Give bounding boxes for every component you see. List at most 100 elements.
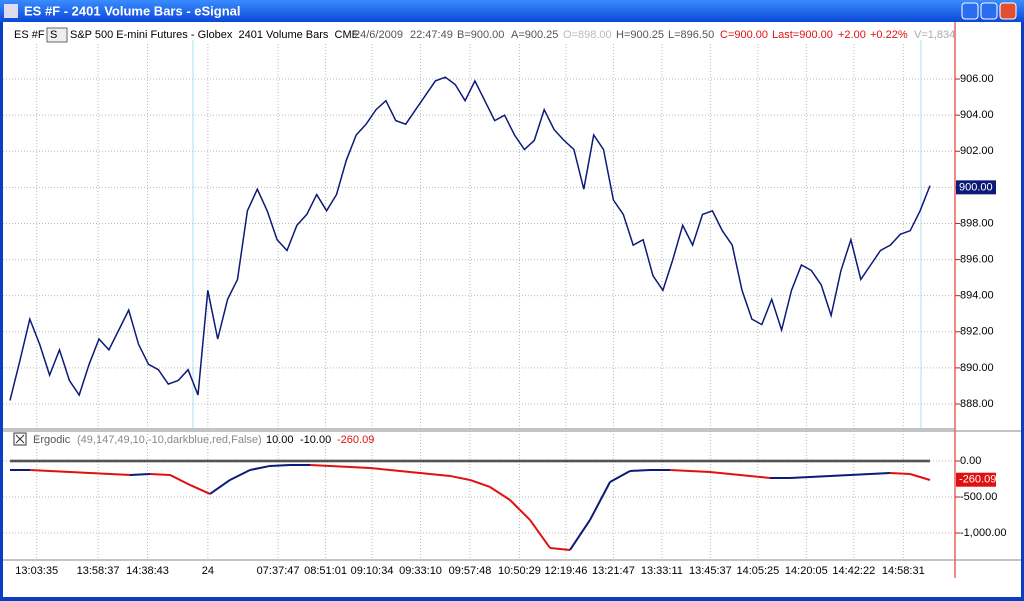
y-tick-label: -1,000.00 [960, 527, 1006, 539]
ergodic-segment [549, 546, 571, 551]
x-tick-label: 14:20:05 [785, 565, 828, 577]
last-value-badge [956, 180, 996, 195]
x-tick-label: 08:51:01 [304, 565, 347, 577]
date: 24/6/2009 [354, 29, 403, 41]
y-tick-label: 0.00 [960, 455, 981, 467]
study-title: Ergodic [33, 434, 71, 446]
open: O=898.00 [563, 29, 612, 41]
ergodic-segment [889, 472, 911, 476]
ergodic-segment [669, 468, 691, 472]
level-label: -10.00 [300, 434, 331, 446]
ergodic-segment [809, 474, 831, 478]
close: C=900.00 [720, 29, 768, 41]
ergodic-segment [409, 471, 431, 476]
x-tick-label: 09:57:48 [449, 565, 492, 577]
last: Last=900.00 [772, 29, 833, 41]
y-tick-label: 888.00 [960, 398, 994, 410]
x-tick-label: 10:50:29 [498, 565, 541, 577]
x-tick-label: 14:05:25 [736, 565, 779, 577]
ergodic-segment [529, 519, 551, 549]
ergodic-segment [149, 473, 171, 476]
ergodic-segment [509, 499, 531, 521]
last-value-badge [956, 472, 996, 487]
price-line [9, 76, 931, 401]
ask: A=900.25 [511, 29, 558, 41]
x-tick-label: 13:21:47 [592, 565, 635, 577]
ergodic-segment [589, 481, 611, 521]
x-tick-label: 13:45:37 [689, 565, 732, 577]
x-tick-label: 09:10:34 [351, 565, 394, 577]
study-params: (49,147,49,10,-10,darkblue,red,False) [77, 434, 262, 446]
level-label: 10.00 [266, 434, 294, 446]
ergodic-segment [329, 464, 351, 468]
x-tick-label: 12:19:46 [545, 565, 588, 577]
ergodic-segment [609, 470, 631, 483]
y-tick-label: 894.00 [960, 290, 994, 302]
ergodic-segment [309, 464, 331, 467]
ergodic-segment [89, 472, 111, 476]
ergodic-segment [869, 472, 891, 476]
maximize-button[interactable] [980, 2, 998, 20]
ergodic-segment [209, 479, 231, 495]
ergodic-segment [569, 519, 591, 551]
x-tick-label: 14:42:22 [832, 565, 875, 577]
change-pct: +0.22% [870, 29, 908, 41]
ergodic-segment [689, 469, 711, 473]
x-tick-label: 13:58:37 [77, 565, 120, 577]
minimize-button[interactable] [961, 2, 979, 20]
symbol: ES #F [14, 29, 45, 41]
change: +2.00 [838, 29, 866, 41]
ergodic-segment [749, 474, 771, 479]
ergodic-segment [789, 475, 811, 479]
ergodic-segment [849, 473, 871, 476]
y-tick-label: 904.00 [960, 109, 994, 121]
bid: B=900.00 [457, 29, 504, 41]
ergodic-segment [489, 486, 511, 501]
chart-area [3, 22, 1021, 597]
close-button[interactable] [999, 2, 1017, 20]
ergodic-segment [49, 469, 71, 473]
ergodic-segment [729, 473, 751, 477]
x-tick-label: 13:03:35 [15, 565, 58, 577]
y-tick-label: 898.00 [960, 217, 994, 229]
x-tick-label: 14:38:43 [126, 565, 169, 577]
ergodic-segment [349, 465, 371, 469]
close-icon [15, 434, 25, 444]
description: S&P 500 E-mini Futures - Globex 2401 Vol… [70, 29, 359, 41]
time: 22:47:49 [410, 29, 453, 41]
ergodic-segment [469, 479, 491, 488]
ergodic-segment [389, 468, 411, 473]
ergodic-segment [169, 474, 191, 486]
x-tick-label: 14:58:31 [882, 565, 925, 577]
selector[interactable] [46, 27, 68, 43]
app-icon [4, 4, 18, 18]
ergodic-segment [129, 473, 151, 476]
ergodic-segment [189, 484, 211, 495]
x-tick-label: 09:33:10 [399, 565, 442, 577]
volume: V=1,834 [914, 29, 955, 41]
selector-label[interactable]: S [50, 29, 57, 41]
ergodic-segment [829, 473, 851, 477]
title-bar [0, 0, 1024, 22]
low: L=896.50 [668, 29, 714, 41]
ergodic-segment [629, 468, 651, 472]
ergodic-segment [269, 464, 291, 467]
window-title: ES #F - 2401 Volume Bars - eSignal [24, 3, 241, 18]
ergodic-segment [249, 464, 271, 471]
high: H=900.25 [616, 29, 664, 41]
x-tick-label: 07:37:47 [257, 565, 300, 577]
y-tick-label: -500.00 [960, 491, 997, 503]
y-tick-label: 896.00 [960, 253, 994, 265]
ergodic-segment [109, 473, 131, 476]
y-tick-label: 902.00 [960, 145, 994, 157]
ergodic-segment [449, 474, 471, 481]
info-bar: ES #F S S&P 500 E-mini Futures - Globex … [14, 27, 955, 43]
x-tick-label: 13:33:11 [641, 565, 683, 577]
ergodic-segment [229, 469, 251, 481]
ergodic-segment [429, 473, 451, 477]
ergodic-segment [69, 470, 91, 475]
last-value-label: 900.00 [959, 181, 993, 193]
last-value-label: -260.09 [959, 474, 996, 486]
